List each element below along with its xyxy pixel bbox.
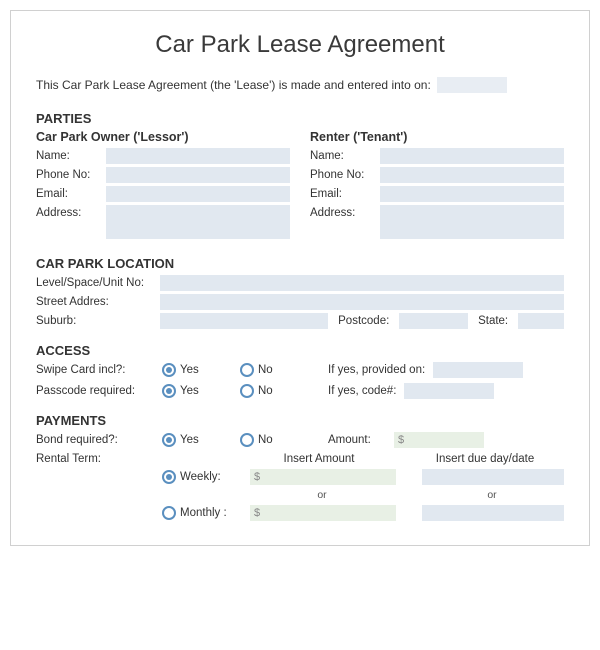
lessor-address-label: Address: [36, 205, 100, 219]
parties-columns: Car Park Owner ('Lessor') Name: Phone No… [36, 130, 564, 242]
tenant-column: Renter ('Tenant') Name: Phone No: Email:… [310, 130, 564, 242]
access-heading: ACCESS [36, 343, 564, 358]
rental-label: Rental Term: [36, 453, 154, 465]
tenant-address-field[interactable] [380, 205, 564, 239]
tenant-phone-label: Phone No: [310, 167, 374, 181]
postcode-label: Postcode: [334, 315, 393, 327]
monthly-amount-field[interactable]: $ [250, 505, 396, 521]
tenant-address-label: Address: [310, 205, 374, 219]
document: Car Park Lease Agreement This Car Park L… [10, 10, 590, 546]
bond-label: Bond required?: [36, 434, 154, 446]
lessor-name-field[interactable] [106, 148, 290, 164]
street-field[interactable] [160, 294, 564, 310]
monthly-option[interactable]: Monthly : [162, 506, 242, 520]
tenant-title: Renter ('Tenant') [310, 130, 564, 144]
parties-heading: PARTIES [36, 111, 564, 126]
state-field[interactable] [518, 313, 564, 329]
payments-heading: PAYMENTS [36, 413, 564, 428]
monthly-due-field[interactable] [422, 505, 564, 521]
tenant-name-label: Name: [310, 148, 374, 162]
suburb-label: Suburb: [36, 315, 154, 327]
bond-yes-option[interactable]: Yes [162, 433, 232, 447]
or-text-1: or [250, 489, 394, 501]
date-field[interactable] [437, 77, 507, 93]
tenant-phone-field[interactable] [380, 167, 564, 183]
radio-icon [240, 384, 254, 398]
intro-line: This Car Park Lease Agreement (the 'Leas… [36, 77, 564, 93]
postcode-field[interactable] [399, 313, 468, 329]
radio-icon [162, 433, 176, 447]
level-field[interactable] [160, 275, 564, 291]
lessor-address-field[interactable] [106, 205, 290, 239]
street-label: Street Addres: [36, 296, 154, 308]
radio-icon [162, 470, 176, 484]
amount-label: Amount: [328, 434, 386, 446]
radio-icon [162, 506, 176, 520]
provided-on-field[interactable] [433, 362, 523, 378]
location-heading: CAR PARK LOCATION [36, 256, 564, 271]
bond-amount-field[interactable]: $ [394, 432, 484, 448]
insert-amount-header: Insert Amount [240, 453, 398, 465]
passcode-yes-option[interactable]: Yes [162, 384, 232, 398]
or-text-2: or [420, 489, 564, 501]
ifcode-label: If yes, code#: [328, 385, 396, 397]
ifprovided-label: If yes, provided on: [328, 364, 425, 376]
swipe-yes-option[interactable]: Yes [162, 363, 232, 377]
radio-icon [162, 384, 176, 398]
passcode-label: Passcode required: [36, 385, 154, 397]
insert-due-header: Insert due day/date [406, 453, 564, 465]
swipe-label: Swipe Card incl?: [36, 364, 154, 376]
tenant-email-label: Email: [310, 186, 374, 200]
level-label: Level/Space/Unit No: [36, 277, 154, 289]
page-title: Car Park Lease Agreement [36, 31, 564, 59]
suburb-field[interactable] [160, 313, 328, 329]
radio-icon [240, 433, 254, 447]
bond-no-option[interactable]: No [240, 433, 310, 447]
weekly-due-field[interactable] [422, 469, 564, 485]
code-field[interactable] [404, 383, 494, 399]
lessor-title: Car Park Owner ('Lessor') [36, 130, 290, 144]
tenant-email-field[interactable] [380, 186, 564, 202]
tenant-name-field[interactable] [380, 148, 564, 164]
radio-icon [240, 363, 254, 377]
lessor-phone-label: Phone No: [36, 167, 100, 181]
lessor-column: Car Park Owner ('Lessor') Name: Phone No… [36, 130, 290, 242]
swipe-no-option[interactable]: No [240, 363, 310, 377]
lessor-phone-field[interactable] [106, 167, 290, 183]
lessor-email-field[interactable] [106, 186, 290, 202]
state-label: State: [474, 315, 512, 327]
radio-icon [162, 363, 176, 377]
lessor-name-label: Name: [36, 148, 100, 162]
lessor-email-label: Email: [36, 186, 100, 200]
passcode-no-option[interactable]: No [240, 384, 310, 398]
intro-text: This Car Park Lease Agreement (the 'Leas… [36, 78, 431, 92]
weekly-option[interactable]: Weekly: [162, 470, 242, 484]
weekly-amount-field[interactable]: $ [250, 469, 396, 485]
